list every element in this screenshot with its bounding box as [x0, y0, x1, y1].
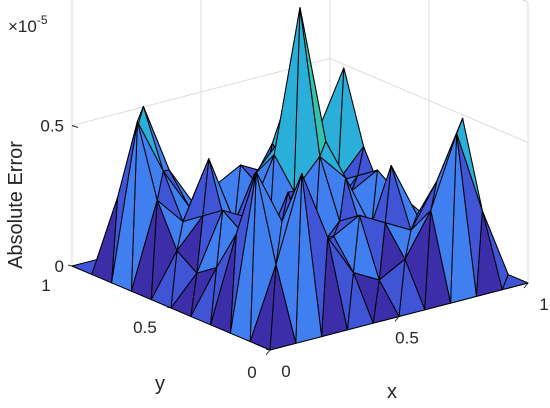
surface-face: [130, 199, 158, 301]
x-tick-mark: [523, 282, 529, 289]
z-tick-label: 0.5: [40, 117, 64, 136]
surface-face: [111, 121, 138, 292]
x-tick-mark: [394, 316, 400, 322]
y-tick-label: 1: [41, 276, 50, 295]
surface-face: [170, 272, 198, 317]
y-tick-mark: [67, 264, 73, 267]
y-tick-label: 0.5: [133, 318, 157, 337]
surface-face: [150, 250, 178, 309]
y-axis-title: y: [155, 373, 165, 395]
surface-face: [91, 196, 119, 284]
surface-face: [424, 209, 452, 311]
surface-face: [249, 264, 277, 351]
x-tick-label: 0: [281, 362, 290, 381]
z-exponent-label: ×10-5: [8, 13, 48, 36]
z-tick-label: 0: [55, 257, 64, 276]
surface-face: [475, 210, 503, 297]
error-surface: [71, 7, 529, 351]
x-tick-label: 0.5: [395, 329, 419, 348]
x-tick-mark: [265, 349, 271, 356]
y-tick-label: 0: [247, 363, 256, 382]
x-axis-title: x: [387, 381, 397, 403]
surface-face: [229, 171, 257, 343]
z-tick-mark: [71, 125, 79, 128]
z-axis-title: Absolute Error: [5, 141, 27, 269]
x-tick-label: 1: [539, 295, 548, 314]
